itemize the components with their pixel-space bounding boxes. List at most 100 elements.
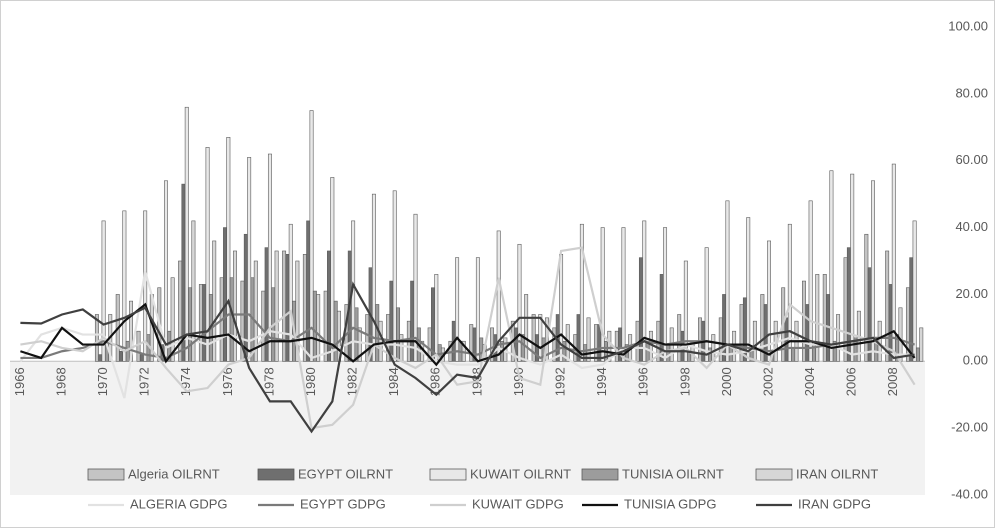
x-tick-label: 1976: [220, 367, 235, 396]
bar: [410, 280, 415, 362]
bar: [316, 294, 321, 362]
x-tick-label: 1970: [95, 367, 110, 396]
x-tick-label: 1972: [137, 367, 152, 396]
bar: [517, 243, 522, 362]
bar: [867, 267, 872, 362]
x-tick-label: 1966: [12, 367, 27, 396]
line: [20, 302, 916, 367]
bar: [205, 147, 210, 362]
bar: [295, 260, 300, 362]
bar: [836, 314, 841, 362]
bar: [642, 220, 647, 362]
bar: [909, 257, 914, 362]
bar: [226, 137, 231, 362]
bar: [139, 354, 144, 362]
bar: [330, 177, 335, 362]
bar: [850, 173, 855, 362]
legend-label: IRAN OILRNT: [796, 466, 878, 481]
bar: [354, 307, 359, 362]
y-tick-label: -40.00: [951, 486, 988, 501]
bar: [621, 227, 626, 362]
bar: [808, 200, 813, 362]
line: [19, 270, 915, 399]
bar: [802, 280, 806, 362]
bar: [365, 314, 370, 362]
y-tick-label: 40.00: [955, 219, 988, 234]
bar: [663, 227, 668, 362]
bar: [648, 330, 653, 362]
bar: [98, 354, 103, 362]
x-tick-label: 1998: [677, 367, 692, 396]
bar: [170, 277, 175, 362]
x-tick-label: 2002: [760, 367, 775, 396]
x-tick-label: 1990: [511, 367, 526, 396]
bar: [600, 227, 605, 362]
bar: [333, 300, 338, 362]
bar: [538, 314, 543, 362]
bar: [822, 274, 827, 362]
legend-label: ALGERIA GDPG: [130, 496, 228, 511]
bar: [912, 220, 917, 362]
legend-swatch: [581, 468, 619, 481]
bar: [752, 320, 757, 362]
bar: [579, 223, 584, 362]
legend-label: EGYPT GDPG: [300, 496, 386, 511]
bar: [247, 157, 252, 362]
bar: [524, 294, 529, 362]
bar: [202, 284, 207, 362]
bar: [94, 314, 99, 362]
bar: [919, 327, 924, 362]
x-tick-label: 1992: [553, 367, 568, 396]
x-tick-label: 1986: [428, 367, 443, 396]
y-tick-label: 20.00: [955, 286, 988, 301]
legend-label: KUWAIT OILRNT: [470, 466, 571, 481]
bar: [607, 330, 612, 362]
x-tick-label: 1980: [303, 367, 318, 396]
bar: [683, 260, 688, 362]
legend-label: Algeria OILRNT: [128, 466, 220, 481]
x-tick-label: 2008: [885, 367, 900, 396]
bar: [229, 277, 234, 362]
legend-swatch: [429, 468, 467, 481]
bar: [267, 153, 272, 362]
bar: [302, 254, 307, 362]
bar: [915, 347, 920, 362]
bar: [787, 223, 792, 362]
bar: [274, 250, 279, 362]
bar: [309, 110, 314, 362]
x-tick-label: 2006: [844, 367, 859, 396]
bar: [312, 290, 317, 362]
y-tick-label: 0.00: [963, 353, 988, 368]
bar: [396, 307, 401, 362]
bar: [233, 250, 237, 362]
bar: [496, 230, 501, 362]
bar: [122, 210, 127, 362]
x-tick-label: 1996: [636, 367, 651, 396]
bar: [725, 200, 730, 362]
x-tick-label: 2000: [719, 367, 734, 396]
bar: [614, 330, 619, 362]
bar: [877, 320, 882, 362]
bar: [586, 317, 591, 362]
bar: [191, 220, 196, 362]
x-tick-label: 2004: [802, 367, 817, 396]
bar: [677, 314, 682, 362]
bar: [253, 260, 258, 362]
bar: [898, 307, 903, 362]
bar: [475, 257, 480, 362]
x-tick-label: 1974: [178, 367, 193, 396]
y-tick-label: 60.00: [955, 152, 988, 167]
bar: [815, 274, 820, 362]
bar: [413, 213, 418, 362]
bar: [306, 220, 311, 362]
bar: [455, 257, 460, 362]
bar: [666, 344, 671, 362]
bar: [638, 257, 643, 362]
legend-swatch: [87, 468, 125, 481]
bar: [323, 290, 328, 362]
x-tick-label: 1994: [594, 367, 609, 396]
y-tick-label: -20.00: [951, 420, 988, 435]
bar: [119, 350, 124, 362]
bar: [392, 190, 397, 362]
